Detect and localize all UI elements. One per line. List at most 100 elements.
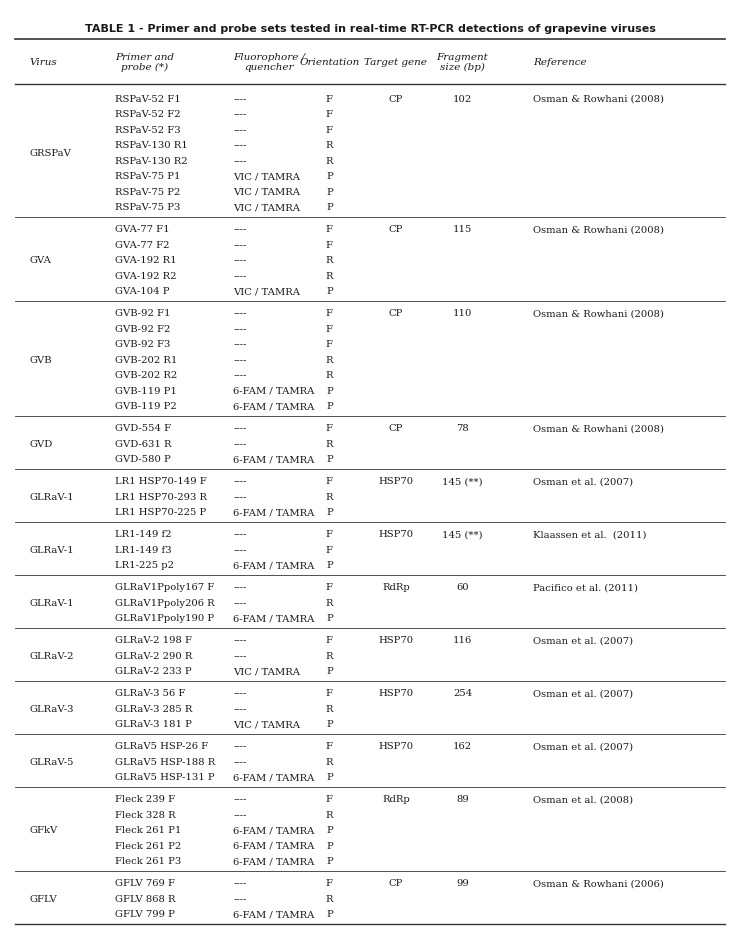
Text: VIC / TAMRA: VIC / TAMRA <box>233 187 300 197</box>
Text: Osman & Rowhani (2008): Osman & Rowhani (2008) <box>533 95 664 104</box>
Text: RdRp: RdRp <box>382 794 410 804</box>
Text: GLRaV-2 198 F: GLRaV-2 198 F <box>115 636 192 645</box>
Text: HSP70: HSP70 <box>378 636 414 645</box>
Text: ----: ---- <box>233 340 246 349</box>
Text: P: P <box>326 561 333 570</box>
Text: 6-FAM / TAMRA: 6-FAM / TAMRA <box>233 508 314 517</box>
Text: Osman & Rowhani (2008): Osman & Rowhani (2008) <box>533 309 664 318</box>
Text: GLRaV-1: GLRaV-1 <box>30 599 74 607</box>
Text: CP: CP <box>388 95 403 104</box>
Text: P: P <box>326 857 333 865</box>
Text: Fleck 239 F: Fleck 239 F <box>115 794 175 804</box>
Text: GVD-580 P: GVD-580 P <box>115 455 170 464</box>
Text: ----: ---- <box>233 95 246 104</box>
Text: GFkV: GFkV <box>30 825 58 834</box>
Text: Osman & Rowhani (2006): Osman & Rowhani (2006) <box>533 878 664 887</box>
Text: P: P <box>326 187 333 197</box>
Text: Virus: Virus <box>30 58 58 67</box>
Text: GLRaV-1: GLRaV-1 <box>30 492 74 501</box>
Text: Fragment
size (bp): Fragment size (bp) <box>437 53 488 72</box>
Text: P: P <box>326 386 333 395</box>
Text: LR1-225 p2: LR1-225 p2 <box>115 561 174 570</box>
Text: GFLV 769 F: GFLV 769 F <box>115 878 175 887</box>
Text: RSPaV-75 P1: RSPaV-75 P1 <box>115 172 181 181</box>
Text: CP: CP <box>388 309 403 318</box>
Text: RSPaV-52 F2: RSPaV-52 F2 <box>115 110 181 119</box>
Text: F: F <box>326 583 333 592</box>
Text: ----: ---- <box>233 741 246 751</box>
Text: GVA: GVA <box>30 256 52 265</box>
Text: TABLE 1 - Primer and probe sets tested in real-time RT-PCR detections of grapevi: TABLE 1 - Primer and probe sets tested i… <box>84 24 656 34</box>
Text: 6-FAM / TAMRA: 6-FAM / TAMRA <box>233 402 314 411</box>
Text: LR1 HSP70-149 F: LR1 HSP70-149 F <box>115 477 206 485</box>
Text: ----: ---- <box>233 894 246 903</box>
Text: ----: ---- <box>233 599 246 607</box>
Text: ----: ---- <box>233 583 246 592</box>
Text: F: F <box>326 794 333 804</box>
Text: GLRaV-3: GLRaV-3 <box>30 704 74 713</box>
Text: GVB-119 P2: GVB-119 P2 <box>115 402 176 411</box>
Text: P: P <box>326 203 333 212</box>
Text: GLRaV5 HSP-131 P: GLRaV5 HSP-131 P <box>115 772 215 781</box>
Text: ----: ---- <box>233 256 246 265</box>
Text: 6-FAM / TAMRA: 6-FAM / TAMRA <box>233 857 314 865</box>
Text: GVB-202 R2: GVB-202 R2 <box>115 371 177 380</box>
Text: CP: CP <box>388 424 403 432</box>
Text: R: R <box>326 704 333 713</box>
Text: GLRaV1Ppoly167 F: GLRaV1Ppoly167 F <box>115 583 214 592</box>
Text: F: F <box>326 545 333 554</box>
Text: ----: ---- <box>233 704 246 713</box>
Text: R: R <box>326 355 333 365</box>
Text: P: P <box>326 841 333 850</box>
Text: P: P <box>326 909 333 919</box>
Text: ----: ---- <box>233 157 246 165</box>
Text: Osman et al. (2007): Osman et al. (2007) <box>533 689 633 698</box>
Text: GLRaV-2: GLRaV-2 <box>30 651 74 660</box>
Text: ----: ---- <box>233 689 246 698</box>
Text: 110: 110 <box>453 309 472 318</box>
Text: GVB-92 F1: GVB-92 F1 <box>115 309 170 318</box>
Text: 89: 89 <box>456 794 469 804</box>
Text: P: P <box>326 508 333 517</box>
Text: ----: ---- <box>233 545 246 554</box>
Text: GLRaV-2 233 P: GLRaV-2 233 P <box>115 666 192 676</box>
Text: GVA-77 F2: GVA-77 F2 <box>115 240 169 250</box>
Text: 115: 115 <box>453 225 472 234</box>
Text: 162: 162 <box>453 741 472 751</box>
Text: 78: 78 <box>456 424 469 432</box>
Text: Osman & Rowhani (2008): Osman & Rowhani (2008) <box>533 225 664 234</box>
Text: Osman et al. (2008): Osman et al. (2008) <box>533 794 633 804</box>
Text: 145 (**): 145 (**) <box>443 477 482 485</box>
Text: ----: ---- <box>233 141 246 150</box>
Text: P: P <box>326 455 333 464</box>
Text: GVD-554 F: GVD-554 F <box>115 424 171 432</box>
Text: Primer and
probe (*): Primer and probe (*) <box>115 53 174 72</box>
Text: F: F <box>326 689 333 698</box>
Text: R: R <box>326 894 333 903</box>
Text: GLRaV-3 285 R: GLRaV-3 285 R <box>115 704 192 713</box>
Text: GVD: GVD <box>30 439 53 448</box>
Text: ----: ---- <box>233 424 246 432</box>
Text: GVB-92 F2: GVB-92 F2 <box>115 325 170 333</box>
Text: ----: ---- <box>233 636 246 645</box>
Text: F: F <box>326 110 333 119</box>
Text: GVB-202 R1: GVB-202 R1 <box>115 355 177 365</box>
Text: GLRaV1Ppoly190 P: GLRaV1Ppoly190 P <box>115 613 214 623</box>
Text: HSP70: HSP70 <box>378 741 414 751</box>
Text: GVB-119 P1: GVB-119 P1 <box>115 386 177 395</box>
Text: 102: 102 <box>453 95 472 104</box>
Text: P: P <box>326 402 333 411</box>
Text: F: F <box>326 636 333 645</box>
Text: F: F <box>326 95 333 104</box>
Text: ----: ---- <box>233 371 246 380</box>
Text: 6-FAM / TAMRA: 6-FAM / TAMRA <box>233 561 314 570</box>
Text: RSPaV-52 F3: RSPaV-52 F3 <box>115 125 181 135</box>
Text: Fleck 328 R: Fleck 328 R <box>115 810 175 818</box>
Text: R: R <box>326 492 333 501</box>
Text: R: R <box>326 599 333 607</box>
Text: ----: ---- <box>233 125 246 135</box>
Text: 6-FAM / TAMRA: 6-FAM / TAMRA <box>233 455 314 464</box>
Text: F: F <box>326 424 333 432</box>
Text: 145 (**): 145 (**) <box>443 530 482 538</box>
Text: 6-FAM / TAMRA: 6-FAM / TAMRA <box>233 841 314 850</box>
